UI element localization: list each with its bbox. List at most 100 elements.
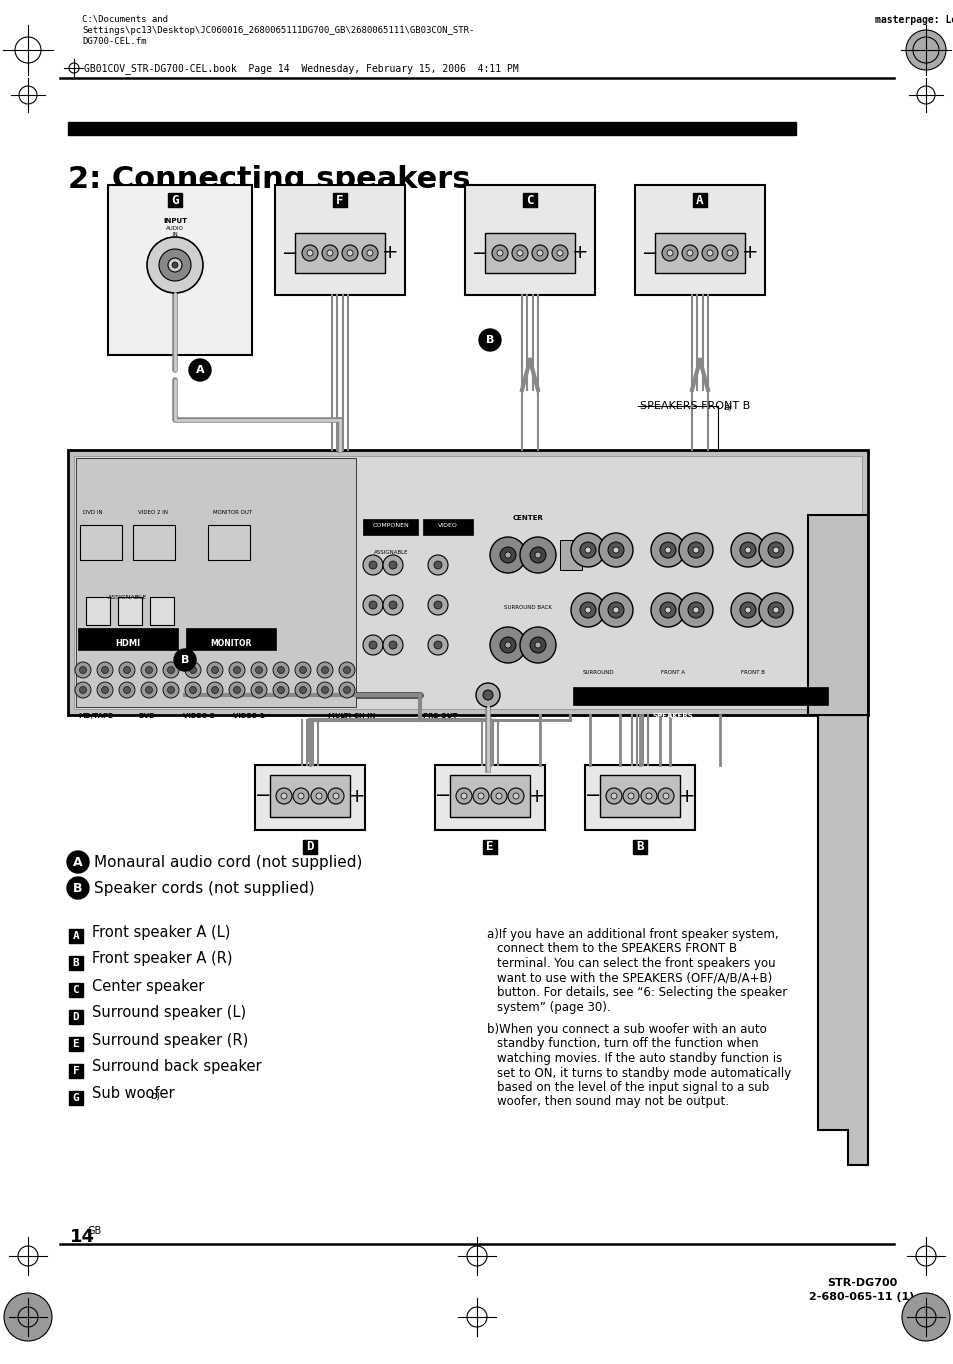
Circle shape: [101, 686, 109, 693]
Circle shape: [492, 246, 507, 261]
Circle shape: [686, 250, 692, 256]
Text: VIDEO: VIDEO: [437, 522, 457, 528]
Text: VIDEO 2 IN: VIDEO 2 IN: [138, 510, 168, 516]
Text: −: −: [472, 244, 488, 262]
Bar: [655, 233, 744, 273]
Circle shape: [504, 552, 511, 558]
Circle shape: [428, 555, 448, 576]
Circle shape: [347, 250, 353, 256]
Text: based on the level of the input signal to a sub: based on the level of the input signal t…: [497, 1082, 768, 1094]
Circle shape: [185, 682, 201, 698]
Circle shape: [4, 1293, 52, 1341]
Bar: [573, 687, 827, 705]
Bar: [76, 458, 355, 707]
Text: connect them to the SPEAKERS FRONT B: connect them to the SPEAKERS FRONT B: [497, 943, 737, 956]
Circle shape: [428, 595, 448, 615]
Circle shape: [519, 627, 556, 663]
Circle shape: [322, 246, 337, 261]
Circle shape: [277, 686, 284, 693]
Circle shape: [664, 607, 670, 612]
Bar: [68, 121, 795, 135]
Text: GB01COV_STR-DG700-CEL.book  Page 14  Wednesday, February 15, 2006  4:11 PM: GB01COV_STR-DG700-CEL.book Page 14 Wedne…: [84, 63, 518, 74]
Circle shape: [75, 682, 91, 698]
Circle shape: [302, 246, 317, 261]
Text: E: E: [72, 1039, 79, 1049]
Circle shape: [190, 686, 196, 693]
Circle shape: [123, 686, 131, 693]
Bar: [270, 775, 350, 817]
Text: Surround speaker (L): Surround speaker (L): [91, 1005, 246, 1020]
Circle shape: [767, 602, 783, 618]
Text: VIDEO 1: VIDEO 1: [233, 713, 265, 719]
Circle shape: [661, 246, 678, 261]
Circle shape: [499, 637, 516, 653]
Circle shape: [513, 792, 518, 799]
Circle shape: [613, 547, 618, 552]
Circle shape: [189, 359, 211, 381]
Text: 14: 14: [70, 1228, 95, 1245]
Circle shape: [532, 246, 547, 261]
Bar: [69, 1064, 83, 1078]
Circle shape: [315, 792, 322, 799]
Circle shape: [517, 250, 522, 256]
Bar: [132, 525, 174, 561]
Circle shape: [482, 690, 493, 700]
Text: B: B: [72, 958, 79, 968]
Bar: [484, 233, 575, 273]
Circle shape: [530, 547, 545, 563]
Bar: [274, 186, 405, 295]
Text: Front speaker A (L): Front speaker A (L): [91, 925, 230, 940]
Circle shape: [901, 1293, 949, 1341]
Circle shape: [726, 250, 732, 256]
Bar: [633, 840, 646, 854]
Circle shape: [772, 607, 779, 612]
Text: −: −: [254, 787, 271, 806]
Circle shape: [321, 686, 328, 693]
Circle shape: [251, 662, 267, 678]
Circle shape: [571, 593, 604, 627]
Circle shape: [363, 555, 382, 576]
Bar: [69, 1009, 83, 1024]
Text: F: F: [72, 1067, 79, 1076]
Circle shape: [163, 662, 179, 678]
Text: AUDIO: AUDIO: [166, 226, 184, 231]
Circle shape: [706, 250, 712, 256]
Bar: [86, 597, 110, 625]
Text: MONITOR: MONITOR: [210, 638, 252, 648]
Circle shape: [79, 667, 87, 674]
Circle shape: [730, 593, 764, 627]
Circle shape: [627, 792, 634, 799]
Circle shape: [97, 682, 112, 698]
Text: button. For details, see “6: Selecting the speaker: button. For details, see “6: Selecting t…: [497, 986, 786, 998]
Circle shape: [478, 329, 500, 351]
Circle shape: [456, 788, 472, 803]
Text: set to ON, it turns to standby mode automatically: set to ON, it turns to standby mode auto…: [497, 1067, 790, 1079]
Bar: [482, 840, 497, 854]
Polygon shape: [817, 715, 867, 1165]
Bar: [68, 450, 867, 715]
Circle shape: [662, 792, 668, 799]
Circle shape: [293, 788, 309, 803]
Circle shape: [382, 595, 402, 615]
Text: ASSIGNABLE: ASSIGNABLE: [109, 595, 148, 600]
Circle shape: [190, 667, 196, 674]
Text: terminal. You can select the front speakers you: terminal. You can select the front speak…: [497, 958, 775, 970]
Circle shape: [537, 250, 542, 256]
Text: DVD: DVD: [138, 713, 154, 719]
Circle shape: [744, 607, 750, 612]
Circle shape: [434, 561, 441, 569]
Bar: [69, 983, 83, 997]
Bar: [69, 929, 83, 943]
Circle shape: [207, 682, 223, 698]
Circle shape: [490, 537, 525, 573]
Bar: [333, 192, 347, 207]
Text: INPUT: INPUT: [163, 218, 187, 224]
Circle shape: [172, 262, 178, 267]
Circle shape: [519, 537, 556, 573]
Circle shape: [146, 667, 152, 674]
Circle shape: [905, 30, 945, 70]
Circle shape: [361, 246, 377, 261]
Circle shape: [75, 662, 91, 678]
Circle shape: [584, 547, 590, 552]
Circle shape: [389, 641, 396, 649]
